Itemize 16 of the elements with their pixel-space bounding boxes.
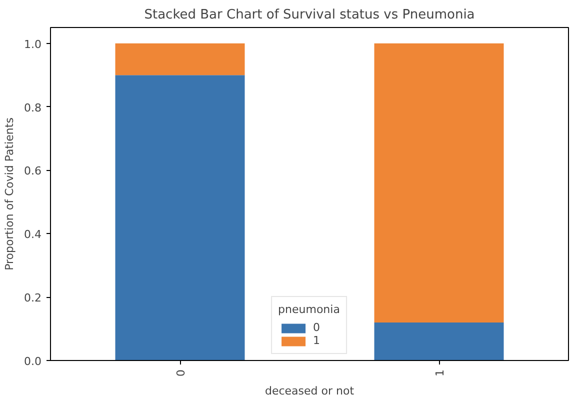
y-axis-title: Proportion of Covid Patients — [3, 117, 16, 270]
legend-label: 0 — [313, 321, 322, 334]
bar — [115, 43, 245, 76]
y-tick-label: 0.0 — [24, 355, 42, 368]
x-axis-title: deceased or not — [264, 384, 355, 398]
bar — [374, 43, 504, 322]
chart-title: Stacked Bar Chart of Survival status vs Pneumonia — [144, 8, 475, 22]
y-tick-label: 0.2 — [24, 292, 42, 305]
bar — [374, 322, 504, 360]
bar — [115, 75, 245, 360]
y-tick-label: 1.0 — [24, 38, 42, 51]
legend-title: pneumonia — [278, 303, 340, 316]
legend-label: 1 — [313, 334, 322, 347]
y-tick-label: 0.4 — [24, 228, 42, 242]
y-tick-label: 0.8 — [24, 101, 42, 114]
y-tick-label: 0.6 — [24, 164, 42, 178]
